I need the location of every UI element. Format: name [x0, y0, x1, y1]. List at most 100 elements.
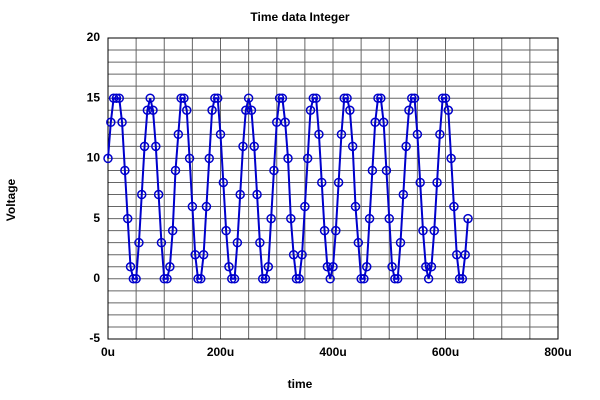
data-point: [252, 189, 262, 200]
data-point: [128, 274, 139, 284]
data-point: [179, 93, 189, 103]
data-point: [446, 153, 456, 164]
data-point: [308, 93, 319, 103]
chart-title: Time data Integer: [250, 10, 349, 24]
data-point: [232, 237, 243, 248]
data-point: [266, 213, 276, 224]
data-point: [336, 129, 347, 140]
data-point: [137, 189, 147, 200]
data-point: [359, 274, 369, 284]
data-point: [356, 274, 366, 284]
data-point: [263, 262, 274, 272]
data-point: [339, 93, 349, 103]
data-point: [325, 274, 335, 284]
data-point: [302, 153, 313, 164]
data-point: [139, 141, 150, 152]
data-point: [364, 213, 375, 224]
data-point: [381, 165, 392, 176]
data-point: [362, 262, 372, 272]
data-point: [314, 129, 324, 140]
data-point: [305, 105, 316, 115]
data-point: [401, 141, 411, 152]
data-point: [193, 274, 203, 284]
data-point: [246, 105, 257, 115]
data-point: [131, 274, 141, 284]
data-point: [238, 141, 248, 152]
data-point: [300, 201, 310, 212]
data-point: [398, 189, 409, 200]
data-point: [103, 153, 113, 164]
data-point: [317, 177, 327, 188]
data-point: [415, 177, 425, 188]
data-point: [159, 274, 169, 284]
data-point: [269, 165, 279, 176]
data-point: [294, 274, 304, 284]
data-point: [291, 274, 302, 284]
y-tick-label: 5: [93, 211, 100, 225]
data-point: [148, 105, 158, 115]
y-tick-label: 20: [87, 30, 101, 44]
data-point: [347, 141, 358, 152]
data-point: [227, 274, 237, 284]
y-tick-label: 15: [87, 90, 101, 104]
data-point: [204, 153, 214, 164]
data-point: [311, 93, 321, 103]
data-point: [198, 249, 209, 260]
data-point: [111, 93, 122, 103]
data-point: [421, 262, 431, 272]
x-tick-label: 0u: [101, 345, 115, 359]
data-point: [283, 153, 293, 164]
data-point: [117, 117, 127, 128]
plot-border: [107, 37, 559, 340]
data-point: [134, 237, 144, 248]
data-point: [322, 262, 333, 272]
data-point: [460, 249, 470, 260]
y-tick-label: -5: [89, 331, 100, 345]
data-point: [407, 93, 417, 103]
data-point: [437, 93, 448, 103]
data-point: [151, 141, 161, 152]
data-point: [201, 201, 212, 212]
data-point: [212, 93, 223, 103]
data-point: [426, 262, 437, 272]
data-point: [249, 141, 259, 152]
data-point: [333, 177, 344, 188]
data-point: [156, 237, 167, 248]
data-point: [350, 201, 361, 212]
data-point: [392, 274, 403, 284]
data-point: [274, 93, 285, 103]
data-point: [384, 213, 394, 224]
data-point: [423, 274, 434, 284]
data-point: [224, 262, 234, 272]
data-point: [390, 274, 400, 284]
data-point: [409, 93, 420, 103]
data-point: [210, 93, 220, 103]
data-point: [162, 274, 172, 284]
data-point: [277, 93, 288, 103]
data-point: [106, 117, 116, 128]
data-point: [182, 105, 192, 115]
data-point: [373, 93, 383, 103]
data-point: [418, 225, 428, 236]
data-point: [286, 213, 296, 224]
data-point: [120, 165, 130, 176]
data-point: [412, 129, 423, 140]
x-tick-label: 600u: [432, 345, 459, 359]
data-point: [387, 262, 397, 272]
data-point: [122, 213, 133, 224]
x-tick-label: 400u: [319, 345, 346, 359]
data-point: [443, 105, 454, 115]
data-point: [114, 93, 124, 103]
data-point: [280, 117, 290, 128]
data-point: [345, 105, 355, 115]
data-point: [297, 249, 307, 260]
data-point: [257, 274, 268, 284]
data-point: [125, 262, 136, 272]
data-point: [376, 93, 386, 103]
data-point: [378, 117, 389, 128]
data-point: [395, 237, 406, 248]
data-point: [440, 93, 451, 103]
data-point: [221, 225, 231, 236]
data-point: [255, 237, 265, 248]
data-point: [353, 237, 364, 248]
